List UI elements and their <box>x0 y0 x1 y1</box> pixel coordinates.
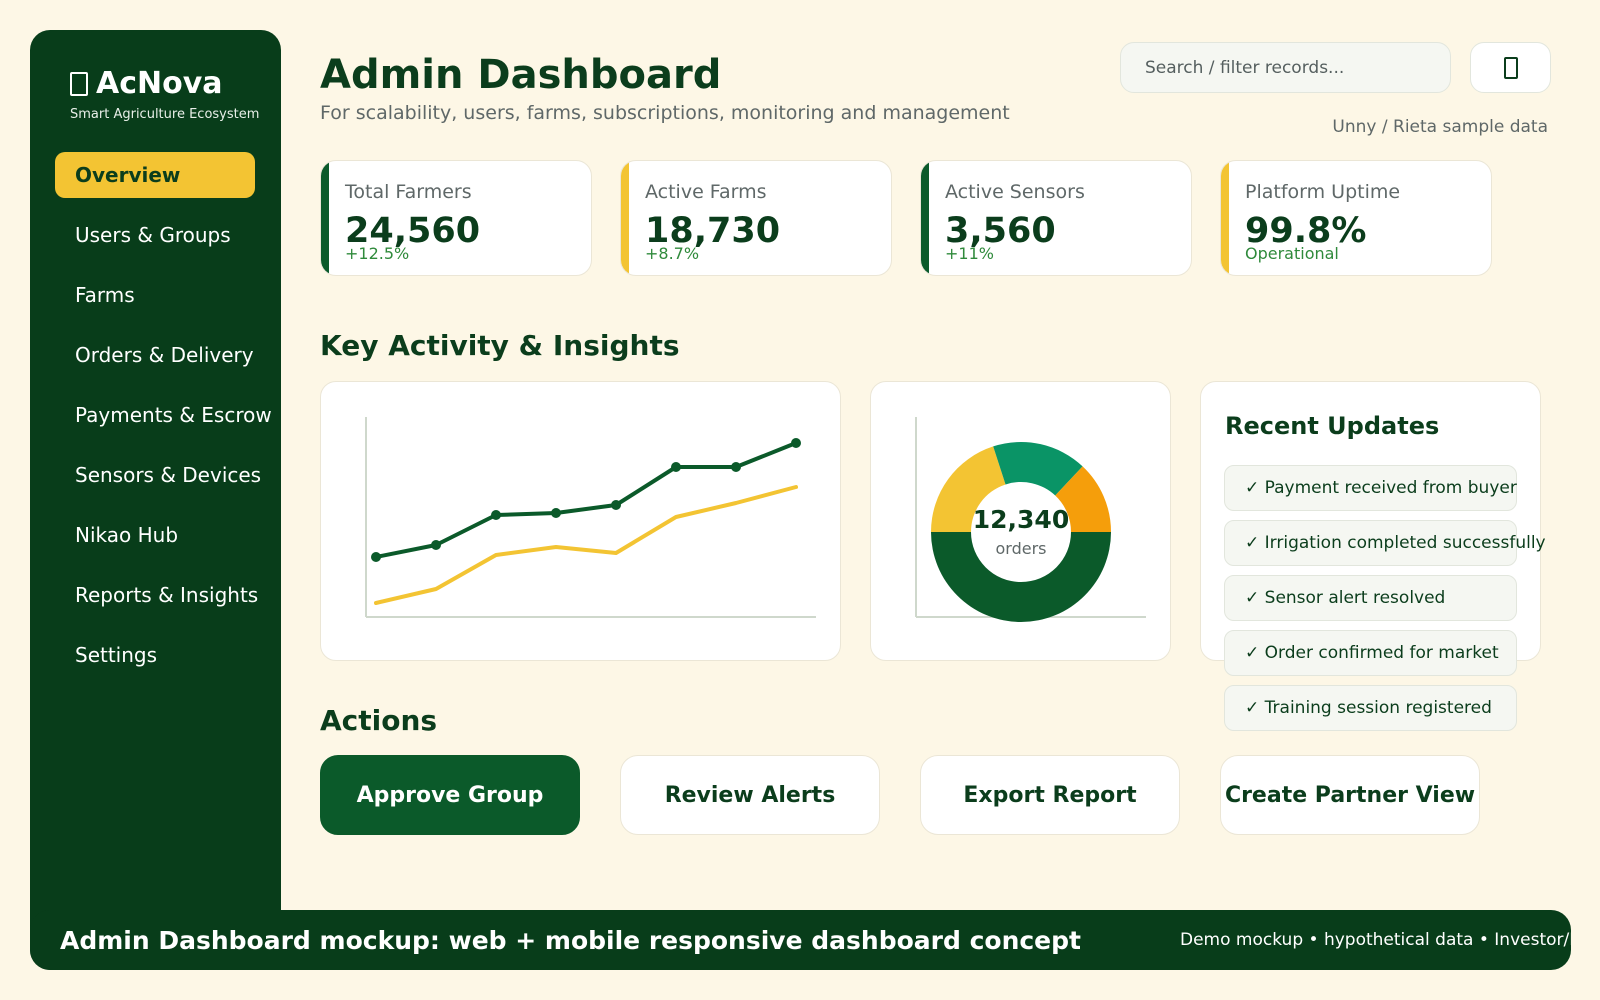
stat-label: Active Sensors <box>945 181 1085 203</box>
stat-card-active-sensors: Active Sensors 3,560 +11% <box>920 160 1192 276</box>
actions-title: Actions <box>320 704 438 737</box>
leaf-icon <box>70 71 88 96</box>
activity-chart-card <box>320 381 841 661</box>
series-1-line <box>374 485 798 605</box>
stat-label: Total Farmers <box>345 181 472 203</box>
stat-delta: +12.5% <box>345 244 410 263</box>
stat-card-platform-uptime: Platform Uptime 99.8% Operational <box>1220 160 1492 276</box>
series-0-point <box>611 500 621 510</box>
sidebar-item-settings[interactable]: Settings <box>75 643 158 667</box>
series-0-point <box>731 462 741 472</box>
footer-note: Demo mockup • hypothetical data • Invest… <box>1180 930 1571 950</box>
sidebar-item-farms[interactable]: Farms <box>75 283 135 307</box>
stat-value: 99.8% <box>1245 211 1367 251</box>
update-item[interactable]: ✓ Irrigation completed successfully <box>1224 520 1546 566</box>
page-title: Admin Dashboard <box>320 52 722 98</box>
recent-updates-list: ✓ Payment received from buyer ✓ Irrigati… <box>1224 465 1546 740</box>
update-item[interactable]: ✓ Order confirmed for market <box>1224 630 1517 676</box>
brand-title: AcNova <box>70 66 259 101</box>
brand: AcNova Smart Agriculture Ecosystem <box>70 66 259 122</box>
donut-slice-3 <box>1055 466 1111 532</box>
series-0-line <box>374 441 798 559</box>
donut-slice-1 <box>931 446 1006 532</box>
approve-group-button[interactable]: Approve Group <box>320 755 580 835</box>
update-item[interactable]: ✓ Sensor alert resolved <box>1224 575 1517 621</box>
stat-accent-bar <box>621 161 629 275</box>
sample-data-note: Unny / Rieta sample data <box>1332 117 1548 137</box>
stat-delta: +11% <box>945 244 994 263</box>
stat-accent-bar <box>921 161 929 275</box>
sidebar-item-overview[interactable]: Overview <box>55 152 255 198</box>
brand-name: AcNova <box>96 66 223 101</box>
sidebar-item-payments-escrow[interactable]: Payments & Escrow <box>75 403 272 427</box>
stat-value: 3,560 <box>945 211 1056 251</box>
sidebar-item-users-groups[interactable]: Users & Groups <box>75 223 231 247</box>
update-item[interactable]: ✓ Training session registered <box>1224 685 1517 731</box>
sidebar: AcNova Smart Agriculture Ecosystem Overv… <box>30 30 281 970</box>
series-0-point <box>671 462 681 472</box>
series-0-point <box>431 540 441 550</box>
orders-donut-chart: 12,340 orders <box>915 417 1146 622</box>
activity-line-chart <box>365 417 816 618</box>
sidebar-item-orders-delivery[interactable]: Orders & Delivery <box>75 343 254 367</box>
page-subtitle: For scalability, users, farms, subscript… <box>320 102 1010 124</box>
donut-center-label: orders <box>996 539 1047 558</box>
stat-card-total-farmers: Total Farmers 24,560 +12.5% <box>320 160 592 276</box>
brand-tagline: Smart Agriculture Ecosystem <box>70 107 260 122</box>
footer-title: Admin Dashboard mockup: web + mobile res… <box>60 926 1081 955</box>
orders-chart-card: 12,340 orders <box>870 381 1171 661</box>
donut-slice-2 <box>993 442 1083 496</box>
recent-updates-title: Recent Updates <box>1225 412 1440 440</box>
export-report-button[interactable]: Export Report <box>920 755 1180 835</box>
stat-delta: +8.7% <box>645 244 700 263</box>
stat-label: Platform Uptime <box>1245 181 1401 203</box>
stat-delta: Operational <box>1245 244 1339 263</box>
footer-banner: Admin Dashboard mockup: web + mobile res… <box>30 910 1571 970</box>
insights-title: Key Activity & Insights <box>320 329 680 362</box>
sidebar-nav: Overview Users & Groups Farms Orders & D… <box>55 152 281 692</box>
series-0-point <box>791 438 801 448</box>
stat-accent-bar <box>1221 161 1229 275</box>
stat-value: 24,560 <box>345 211 481 251</box>
donut-slice-0 <box>931 532 1111 622</box>
stat-label: Active Farms <box>645 181 767 203</box>
series-0-point <box>371 552 381 562</box>
series-0-point <box>491 510 501 520</box>
sidebar-item-nikao-hub[interactable]: Nikao Hub <box>75 523 179 547</box>
donut-center-value: 12,340 <box>973 505 1069 534</box>
update-item[interactable]: ✓ Payment received from buyer <box>1224 465 1517 511</box>
sidebar-item-sensors-devices[interactable]: Sensors & Devices <box>75 463 262 487</box>
stat-card-active-farms: Active Farms 18,730 +8.7% <box>620 160 892 276</box>
search-input[interactable] <box>1120 42 1451 93</box>
sidebar-item-reports-insights[interactable]: Reports & Insights <box>75 583 259 607</box>
review-alerts-button[interactable]: Review Alerts <box>620 755 880 835</box>
series-0-point <box>551 508 561 518</box>
stat-accent-bar <box>321 161 329 275</box>
stat-value: 18,730 <box>645 211 781 251</box>
bell-icon <box>1503 56 1518 79</box>
notification-button[interactable] <box>1470 42 1551 93</box>
create-partner-view-button[interactable]: Create Partner View <box>1220 755 1480 835</box>
